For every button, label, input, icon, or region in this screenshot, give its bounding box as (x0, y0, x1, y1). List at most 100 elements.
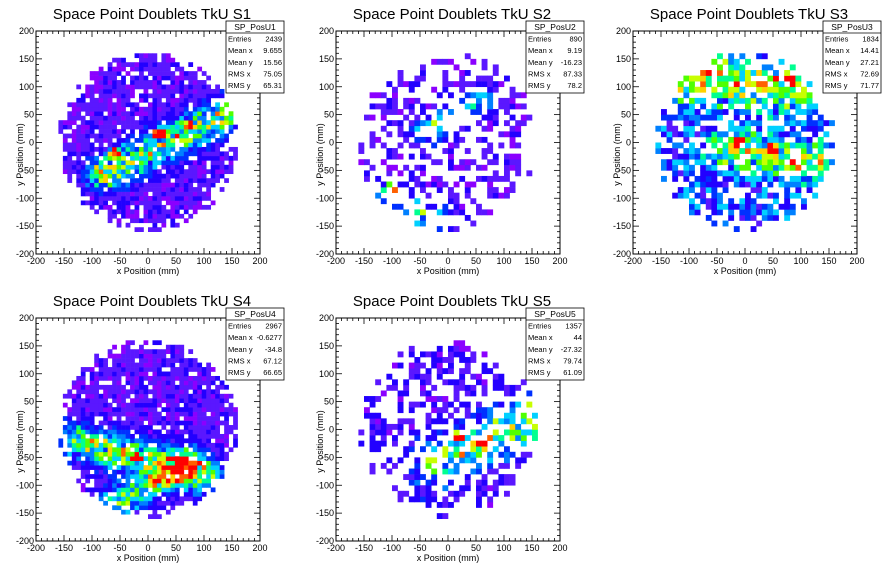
heatmap-cell (170, 344, 176, 350)
heatmap-cell (143, 75, 149, 81)
heatmap-cell (750, 170, 757, 177)
heatmap-cell (767, 64, 774, 71)
heatmap-cell (125, 93, 131, 99)
heatmap-cell (156, 389, 162, 395)
heatmap-cell (481, 351, 488, 358)
heatmap-cell (161, 151, 167, 157)
heatmap-cell (739, 198, 746, 205)
stats-row-value: 87.33 (563, 69, 582, 78)
heatmap-cell (116, 200, 122, 206)
heatmap-cell (215, 164, 220, 170)
heatmap-cell (420, 70, 426, 76)
heatmap-cell (134, 500, 140, 506)
heatmap-cell (183, 362, 189, 368)
heatmap-cell (156, 442, 162, 448)
heatmap-cell (532, 435, 538, 441)
heatmap-cell (85, 416, 91, 421)
heatmap-cell (683, 92, 690, 99)
heatmap-cell (767, 209, 774, 216)
heatmap-cell (215, 142, 220, 148)
heatmap-cell (130, 505, 135, 511)
heatmap-cell (464, 181, 471, 188)
heatmap-cell (789, 125, 796, 132)
heatmap-cell (152, 222, 158, 228)
heatmap-cell (206, 483, 212, 488)
heatmap-cell (689, 120, 695, 127)
heatmap-cell (139, 456, 144, 462)
heatmap-cell (219, 124, 225, 130)
heatmap-cell (67, 133, 73, 139)
heatmap-cell (392, 97, 398, 104)
heatmap-cell (139, 384, 144, 390)
x-tick-label: -100 (680, 256, 698, 266)
heatmap-cell (425, 435, 432, 441)
heatmap-cell (192, 164, 198, 170)
heatmap-cell (745, 142, 751, 149)
heatmap-cell (80, 102, 86, 108)
heatmap-cell (761, 153, 768, 160)
heatmap-cell (156, 204, 162, 210)
heatmap-cell (689, 81, 695, 88)
heatmap-cell (414, 490, 421, 497)
heatmap-cell (470, 390, 477, 397)
heatmap-cell (143, 358, 149, 363)
heatmap-cell (148, 349, 153, 354)
heatmap-cell (689, 103, 695, 110)
heatmap-cell (116, 218, 122, 224)
x-tick-label: 50 (171, 543, 181, 553)
heatmap-cell (197, 380, 203, 386)
heatmap-cell (179, 84, 185, 90)
heatmap-cell (436, 181, 443, 188)
heatmap-cell (219, 164, 225, 170)
heatmap-cell (192, 362, 198, 368)
heatmap-cell (420, 220, 426, 227)
heatmap-cell (89, 200, 95, 206)
heatmap-cell (233, 151, 238, 157)
heatmap-cell (442, 379, 449, 386)
heatmap-cell (161, 84, 167, 90)
heatmap-cell (174, 182, 180, 188)
heatmap-cell (408, 440, 415, 447)
heatmap-cell (98, 71, 104, 76)
heatmap-cell (130, 75, 135, 81)
heatmap-cell (492, 86, 499, 93)
heatmap-cell (425, 351, 432, 358)
stats-row-label: Mean y (528, 345, 553, 354)
heatmap-cell (504, 187, 510, 193)
heatmap-cell (392, 109, 398, 115)
heatmap-cell (143, 124, 149, 130)
heatmap-cell (219, 93, 225, 99)
heatmap-cell (431, 418, 438, 425)
heatmap-cell (134, 474, 140, 479)
heatmap-cell (107, 456, 113, 462)
heatmap-cell (801, 120, 807, 127)
heatmap-cell (201, 433, 207, 439)
heatmap-cell (459, 423, 466, 430)
heatmap-cell (683, 125, 690, 132)
heatmap-cell (806, 92, 813, 99)
heatmap-cell (188, 384, 194, 390)
heatmap-cell (89, 84, 95, 90)
x-axis-label: x Position (mm) (417, 553, 480, 563)
heatmap-cell (188, 425, 194, 430)
heatmap-cell (170, 465, 176, 470)
heatmap-cell (515, 457, 522, 464)
heatmap-cell (67, 142, 73, 148)
heatmap-cell (453, 226, 460, 233)
heatmap-cell (492, 479, 499, 486)
heatmap-cell (174, 169, 180, 175)
heatmap-cell (80, 402, 86, 408)
heatmap-cell (188, 169, 194, 175)
heatmap-cell (179, 75, 185, 81)
heatmap-cell (728, 97, 735, 104)
heatmap-cell (711, 114, 718, 121)
stats-row-label: Mean y (825, 58, 850, 67)
heatmap-cell (224, 164, 229, 170)
y-tick-label: 150 (319, 54, 334, 64)
heatmap-cell (179, 371, 185, 377)
heatmap-cell (165, 129, 171, 134)
heatmap-cell (98, 460, 104, 466)
heatmap-cell (139, 218, 144, 224)
heatmap-cell (192, 204, 198, 210)
heatmap-cell (107, 71, 113, 76)
